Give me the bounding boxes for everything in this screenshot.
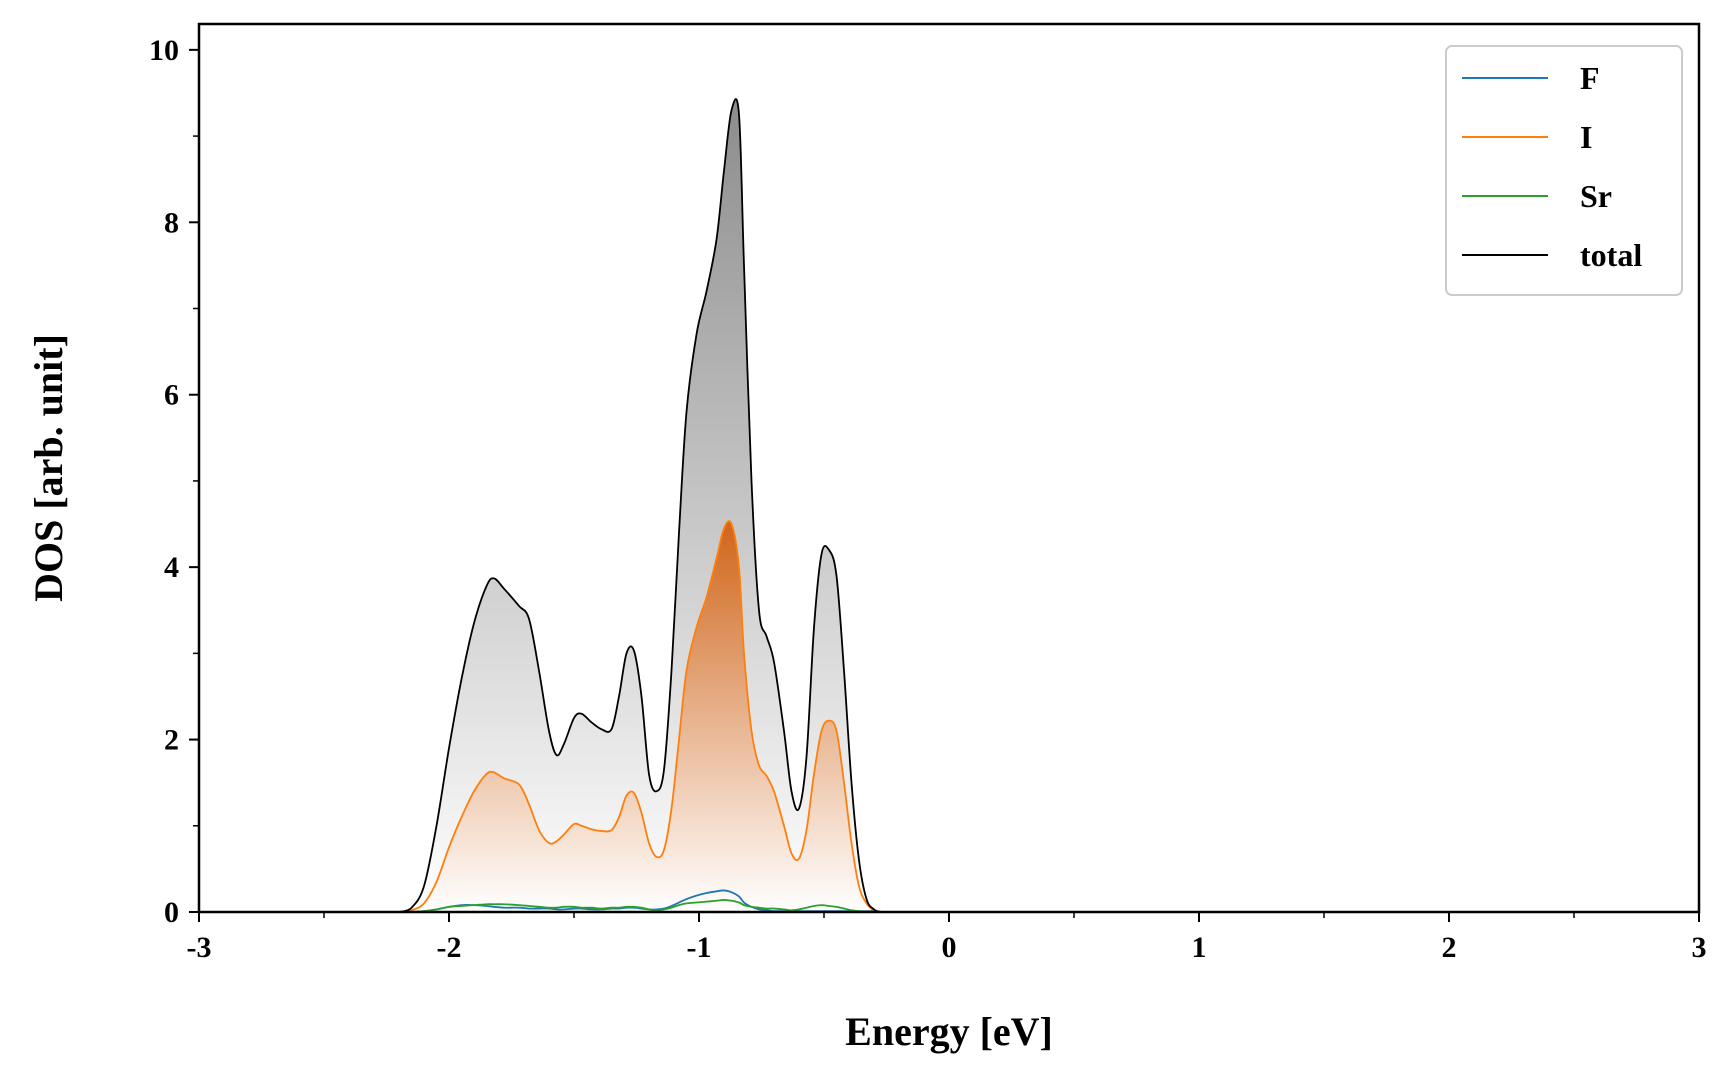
x-axis-ticks: -3 -2 -1 0 1 2 3 [187,912,1707,964]
legend-label-f: F [1580,60,1600,96]
y-tick-label: 10 [149,34,179,67]
y-axis-label: DOS [arb. unit] [26,334,71,602]
y-axis-ticks: 0 2 4 6 8 10 [149,34,199,929]
y-tick-label: 6 [164,379,179,412]
x-axis-label: Energy [eV] [845,1009,1053,1054]
x-tick-label: -2 [437,931,462,964]
legend-box [1445,45,1683,296]
area-fill-i [399,521,1699,912]
y-tick-label: 8 [164,206,179,239]
x-tick-label: -3 [187,931,212,964]
legend-label-sr: Sr [1580,178,1612,214]
legend: FI Sr total [1445,45,1683,296]
y-tick-label: 4 [164,551,179,584]
x-tick-label: 0 [942,931,957,964]
y-tick-label: 0 [164,896,179,929]
x-tick-label: -1 [687,931,712,964]
legend-label-i: I [1580,119,1592,155]
area-fills [399,99,1699,913]
legend-label-total: total [1580,237,1642,273]
x-tick-label: 3 [1692,931,1707,964]
y-tick-label: 2 [164,724,179,757]
x-tick-label: 1 [1192,931,1207,964]
x-tick-label: 2 [1442,931,1457,964]
